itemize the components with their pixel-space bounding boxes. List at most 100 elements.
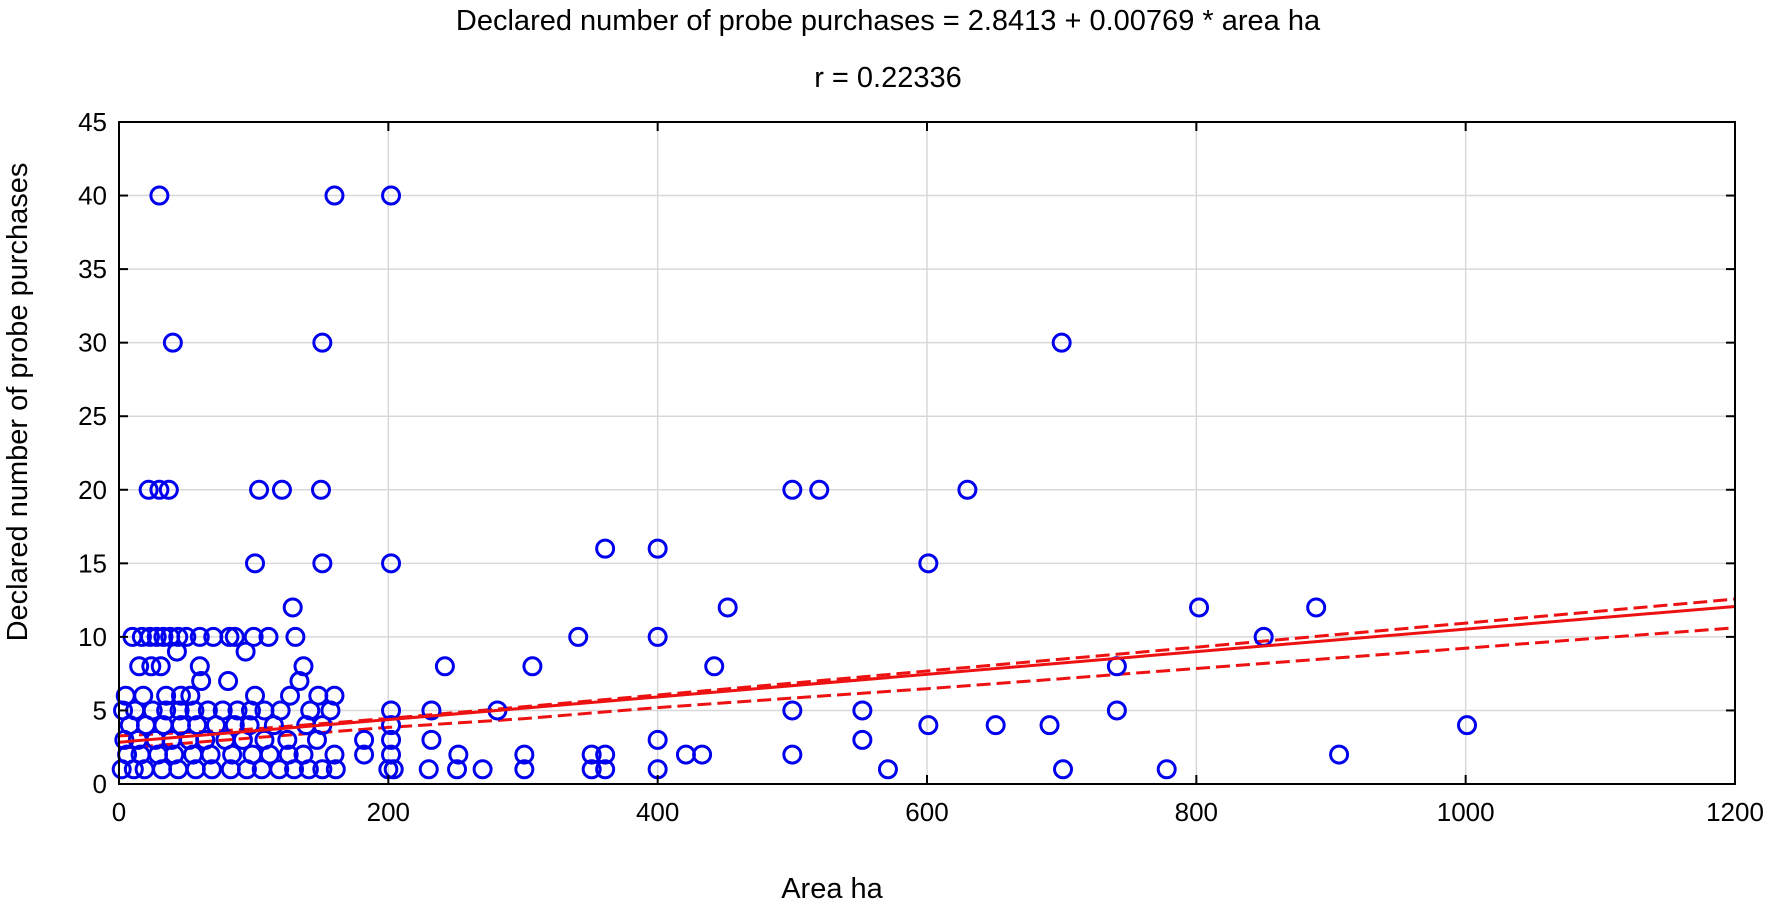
data-point [381, 729, 402, 750]
data-point [123, 759, 144, 780]
data-point [448, 744, 469, 765]
data-point [809, 479, 830, 500]
data-point [284, 759, 305, 780]
data-point [324, 744, 345, 765]
data-point [184, 700, 205, 721]
x-tick-label: 400 [636, 797, 679, 827]
data-point [717, 597, 738, 618]
data-point [595, 759, 616, 780]
data-point [1329, 744, 1350, 765]
data-point [236, 759, 257, 780]
data-point [201, 759, 222, 780]
data-point [782, 744, 803, 765]
chart-title: Declared number of probe purchases = 2.8… [456, 5, 1321, 37]
data-point [595, 744, 616, 765]
data-point [189, 626, 210, 647]
data-point [675, 744, 696, 765]
data-point [170, 685, 191, 706]
data-point [263, 715, 284, 736]
data-point [271, 479, 292, 500]
data-point [1306, 597, 1327, 618]
data-point [514, 759, 535, 780]
data-point [381, 744, 402, 765]
data-point [258, 626, 279, 647]
data-point [852, 700, 873, 721]
data-point [581, 744, 602, 765]
data-point [141, 656, 162, 677]
data-point [176, 626, 197, 647]
data-point [259, 744, 280, 765]
grid-lines [119, 122, 1735, 784]
data-point [447, 759, 468, 780]
data-point [235, 641, 256, 662]
data-point [169, 700, 190, 721]
data-point [381, 553, 402, 574]
y-tick-label: 20 [78, 475, 107, 505]
data-point [111, 759, 132, 780]
data-point [289, 671, 310, 692]
data-point [1051, 332, 1072, 353]
data-point [222, 744, 243, 765]
data-point [1039, 715, 1060, 736]
data-points [111, 185, 1478, 780]
y-tick-label: 5 [93, 695, 107, 725]
y-tick-label: 0 [93, 769, 107, 799]
data-point [1457, 715, 1478, 736]
confidence-band-lower [118, 626, 1736, 750]
data-point [158, 479, 179, 500]
data-point [692, 744, 713, 765]
data-point [985, 715, 1006, 736]
y-tick-label: 30 [78, 328, 107, 358]
data-point [245, 553, 266, 574]
x-tick-label: 200 [367, 797, 410, 827]
data-point [149, 479, 170, 500]
data-point [957, 479, 978, 500]
data-point [522, 656, 543, 677]
data-point [647, 729, 668, 750]
data-point [418, 759, 439, 780]
data-point [156, 685, 177, 706]
y-tick-label: 10 [78, 622, 107, 652]
data-point [162, 332, 183, 353]
data-point [269, 759, 290, 780]
x-tick-label: 800 [1175, 797, 1218, 827]
data-point [146, 626, 167, 647]
data-point [782, 700, 803, 721]
y-axis-label: Declared number of probe purchases [2, 163, 34, 642]
data-point [472, 759, 493, 780]
data-point [782, 479, 803, 500]
data-point [138, 479, 159, 500]
data-point [191, 671, 212, 692]
axis-ticks [118, 121, 1736, 785]
data-point [581, 759, 602, 780]
data-point [852, 729, 873, 750]
x-tick-label: 0 [112, 797, 126, 827]
data-point [189, 656, 210, 677]
data-point [514, 744, 535, 765]
y-tick-label: 15 [78, 548, 107, 578]
data-point [277, 729, 298, 750]
data-point [312, 553, 333, 574]
data-point [200, 744, 221, 765]
data-point [1156, 759, 1177, 780]
data-point [311, 479, 331, 500]
data-point [306, 729, 327, 750]
data-point [312, 759, 333, 780]
y-tick-label: 40 [78, 181, 107, 211]
data-point [1106, 700, 1127, 721]
data-point [149, 185, 170, 206]
chart-subtitle: r = 0.22336 [814, 62, 962, 94]
x-axis-tick-labels: 0 200 400 600 800 1000 1200 [112, 797, 1764, 827]
y-tick-label: 25 [78, 401, 107, 431]
regression-line [118, 604, 1736, 744]
data-point [325, 759, 346, 780]
data-point [568, 626, 589, 647]
y-axis-tick-labels: 0 5 10 15 20 25 30 35 40 45 [78, 107, 107, 799]
data-point [150, 656, 171, 677]
data-point [312, 332, 333, 353]
data-point [224, 626, 245, 647]
data-point [647, 626, 668, 647]
data-point [133, 685, 154, 706]
data-point [168, 626, 189, 647]
